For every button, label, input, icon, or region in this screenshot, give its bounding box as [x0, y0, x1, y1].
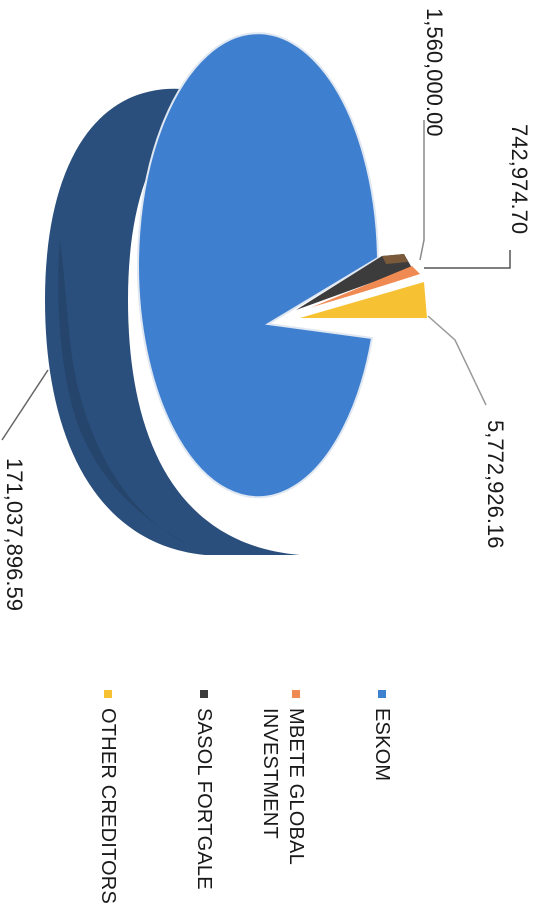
pie-slice-sasol-fortgale: [296, 254, 412, 310]
legend-label-mbete-line1: MBETE GLOBAL: [285, 708, 307, 865]
legend-swatch-other: [104, 690, 112, 698]
legend-label-eskom: ESKOM: [371, 708, 393, 781]
data-label-mbete-global: 742,974.70: [507, 124, 532, 234]
pie-slice-eskom-depth: [45, 88, 300, 556]
leader-line-other: [427, 315, 487, 406]
data-label-eskom: 171,037,896.59: [2, 458, 27, 611]
data-label-other-creditors: 5,772,926.16: [483, 420, 508, 548]
legend-label-sasol: SASOL FORTGALE: [193, 708, 215, 890]
legend-swatch-eskom: [378, 690, 386, 698]
legend-item-sasol-fortgale: SASOL FORTGALE: [193, 690, 215, 890]
legend-label-mbete-line2: INVESTMENT: [259, 708, 281, 839]
legend: ESKOM MBETE GLOBAL INVESTMENT SASOL FORT…: [97, 690, 393, 904]
pie-slice-sasol-fortgale-depth: [382, 254, 408, 264]
leader-line-sasol: [419, 120, 425, 261]
legend-item-eskom: ESKOM: [371, 690, 393, 781]
legend-item-mbete-global-investment: MBETE GLOBAL INVESTMENT: [259, 690, 307, 865]
pie-slice-other-creditors: [300, 282, 427, 318]
legend-item-other-creditors: OTHER CREDITORS: [97, 690, 119, 904]
leader-line-eskom: [1, 369, 49, 441]
data-label-sasol-fortgale: 1,560,000.00: [422, 8, 447, 136]
legend-swatch-sasol: [200, 690, 208, 698]
leader-line-mbete: [424, 250, 511, 269]
pie-slice-mbete-global: [300, 266, 420, 312]
legend-swatch-mbete: [292, 690, 300, 698]
pie-slice-eskom: [137, 32, 380, 499]
pie-slice-gap-highlight: [295, 275, 421, 314]
legend-label-other: OTHER CREDITORS: [97, 708, 119, 904]
